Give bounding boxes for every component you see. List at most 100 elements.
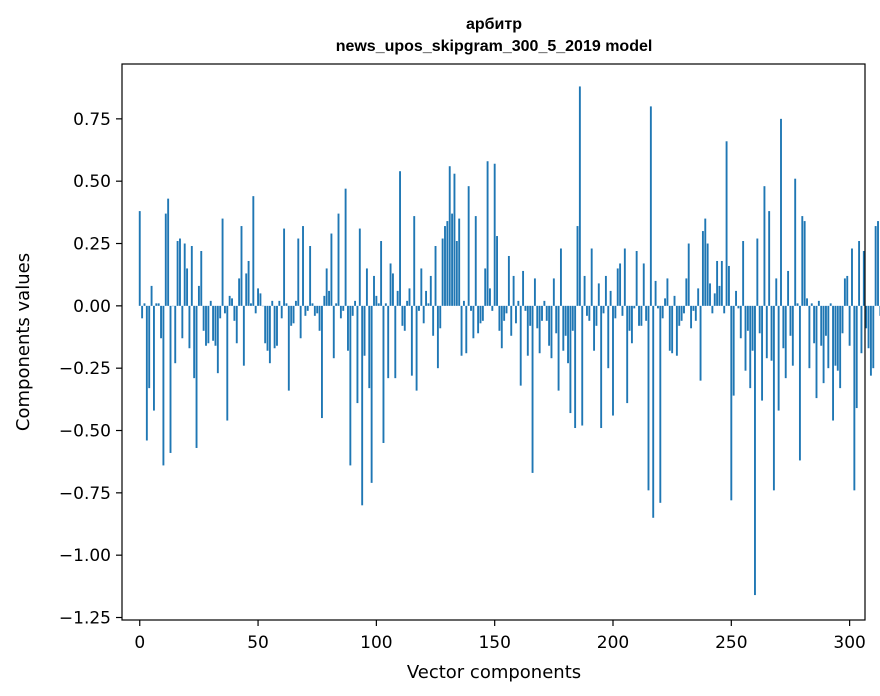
bar xyxy=(855,305,858,409)
bar xyxy=(268,305,271,364)
bar xyxy=(522,270,525,306)
bar xyxy=(645,305,648,321)
bar xyxy=(678,305,681,326)
bar xyxy=(351,305,354,316)
bar xyxy=(706,243,709,306)
bar xyxy=(649,106,652,306)
bar xyxy=(302,226,304,306)
bar xyxy=(763,186,766,306)
bar xyxy=(365,268,368,306)
bar xyxy=(848,305,851,346)
bar xyxy=(867,305,870,349)
bar xyxy=(507,255,510,306)
bar xyxy=(462,300,465,306)
bar xyxy=(195,305,198,448)
bar xyxy=(780,118,782,306)
bar xyxy=(311,303,314,306)
bar xyxy=(276,305,278,346)
bar xyxy=(401,305,404,326)
bar xyxy=(361,305,364,506)
x-axis-ticks: 0 50 100 150 200 250 300 xyxy=(134,620,866,653)
bar xyxy=(524,305,527,311)
bar xyxy=(470,305,472,311)
bar xyxy=(683,305,685,314)
bar xyxy=(150,285,153,306)
bar xyxy=(280,305,283,319)
bar xyxy=(505,305,508,314)
bar xyxy=(746,305,749,331)
x-tick-label: 250 xyxy=(715,633,747,653)
bar xyxy=(354,300,357,306)
bar xyxy=(874,226,877,306)
bar xyxy=(382,305,385,443)
bar xyxy=(664,298,666,306)
bar xyxy=(205,305,207,346)
bar xyxy=(742,241,745,306)
bar xyxy=(325,268,328,306)
bar xyxy=(465,305,468,354)
bar xyxy=(358,228,361,306)
bar xyxy=(344,188,347,306)
bar xyxy=(219,305,222,319)
bar xyxy=(290,305,293,326)
bar xyxy=(458,218,461,306)
bar xyxy=(318,305,321,331)
bar xyxy=(380,241,383,306)
bar xyxy=(214,305,217,346)
bar xyxy=(690,305,693,329)
bar xyxy=(349,305,352,466)
bar xyxy=(782,305,785,349)
bar xyxy=(654,280,657,306)
bar xyxy=(616,268,619,306)
bar xyxy=(491,305,494,311)
bar xyxy=(671,305,674,354)
bar xyxy=(391,273,394,306)
bar xyxy=(803,221,806,306)
bar xyxy=(531,305,534,473)
bar xyxy=(851,248,853,306)
bar xyxy=(413,216,416,306)
bar xyxy=(633,305,636,309)
bar xyxy=(257,288,259,306)
bar xyxy=(713,293,716,306)
bar xyxy=(176,241,179,306)
bar xyxy=(141,305,144,319)
bar xyxy=(564,305,567,336)
bar xyxy=(716,260,719,306)
bar xyxy=(410,305,413,376)
bar xyxy=(661,305,664,319)
bar xyxy=(813,305,816,344)
bar xyxy=(555,305,558,334)
bar xyxy=(247,260,250,306)
bar xyxy=(548,305,551,346)
bar xyxy=(839,305,842,389)
bar xyxy=(602,305,605,314)
bar xyxy=(517,300,520,306)
bar xyxy=(429,275,432,306)
bar xyxy=(304,305,307,316)
bar xyxy=(638,305,640,326)
bar xyxy=(297,238,300,306)
bar xyxy=(595,305,598,326)
bar xyxy=(820,305,823,346)
bar xyxy=(545,305,548,321)
bar xyxy=(784,305,787,379)
bar xyxy=(231,298,233,306)
bar xyxy=(559,248,562,306)
bar xyxy=(619,263,622,306)
bar xyxy=(446,221,449,306)
bar xyxy=(562,305,565,351)
bar xyxy=(701,231,704,306)
chart-title-line1: арбитр xyxy=(466,16,522,33)
bar xyxy=(164,213,167,306)
bar xyxy=(441,238,444,306)
bar xyxy=(467,186,470,306)
bar xyxy=(810,303,813,306)
x-axis-label: Vector components xyxy=(407,662,581,683)
bar xyxy=(581,305,584,426)
bar xyxy=(571,305,574,331)
bar xyxy=(207,305,210,344)
bar xyxy=(370,305,373,483)
y-tick-label: 0.00 xyxy=(73,297,111,317)
bar xyxy=(221,218,224,306)
